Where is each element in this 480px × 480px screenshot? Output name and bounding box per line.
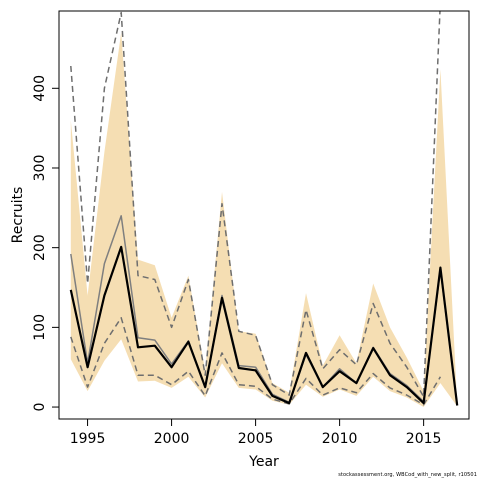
x-axis-title: Year <box>248 454 279 470</box>
y-tick-label: 400 <box>32 75 48 102</box>
footnote: stockassessment.org, WBCod_with_new_spli… <box>338 472 477 478</box>
x-tick-label: 1995 <box>70 431 106 447</box>
dashed-upper-line <box>70 11 441 398</box>
dashed-lower-line <box>70 317 442 406</box>
x-tick-label: 2015 <box>406 431 442 447</box>
confidence-band <box>70 32 458 407</box>
x-tick-label: 2000 <box>154 431 190 447</box>
y-tick-label: 200 <box>32 234 48 261</box>
x-tick-label: 2010 <box>322 431 358 447</box>
main-estimate-line <box>69 245 459 406</box>
x-tick-label: 2005 <box>238 431 274 447</box>
y-axis-title: Recruits <box>10 187 26 244</box>
y-tick-label: 100 <box>32 314 48 341</box>
y-tick-label: 0 <box>32 403 48 412</box>
y-tick-label: 300 <box>32 155 48 182</box>
grey-estimate-line <box>70 215 458 405</box>
